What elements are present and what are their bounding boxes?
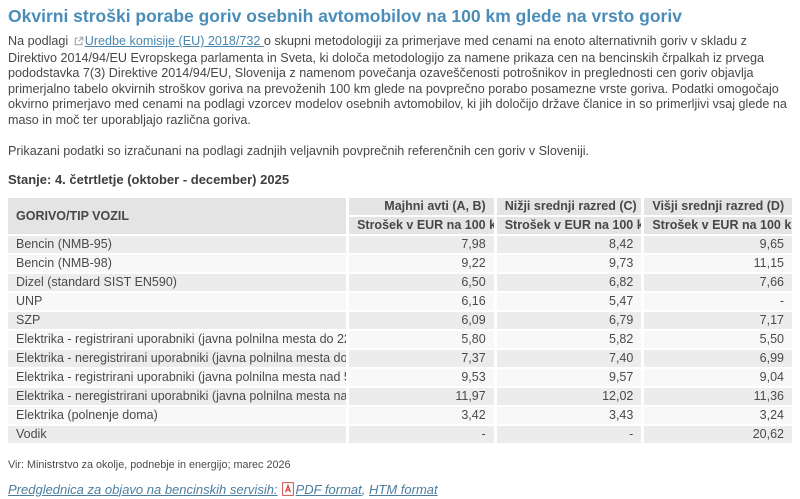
cost-value: 9,04 <box>644 368 792 388</box>
fuel-label: Elektrika - registrirani uporabniki (jav… <box>8 330 350 350</box>
fuel-cost-table: GORIVO/TIP VOZIL Majhni avti (A, B) Nižj… <box>8 197 792 445</box>
column-group-upper-middle: Višji srednji razred (D) <box>644 197 792 217</box>
column-group-lower-middle: Nižji srednji razred (C) <box>496 197 645 217</box>
fuel-label: UNP <box>8 292 350 312</box>
cost-value: 9,53 <box>349 368 497 388</box>
cost-value: 6,79 <box>496 311 645 331</box>
cost-value: 5,80 <box>349 330 497 350</box>
table-corner-header: GORIVO/TIP VOZIL <box>8 197 350 236</box>
cost-value: 3,42 <box>349 406 497 426</box>
regulation-link[interactable]: Uredbe komisije (EU) 2018/732 <box>84 34 264 48</box>
table-row: Bencin (NMB-95) 7,98 8,42 9,65 <box>8 235 792 255</box>
fuel-label: Dizel (standard SIST EN590) <box>8 273 350 293</box>
table-row: Elektrika - registrirani uporabniki (jav… <box>8 368 792 388</box>
cost-value: 9,65 <box>644 235 792 255</box>
cost-value: 7,66 <box>644 273 792 293</box>
cost-value: 9,22 <box>349 254 497 274</box>
status-line: Stanje: 4. četrtletje (oktober - decembe… <box>8 171 290 187</box>
data-source-note: Vir: Ministrstvo za okolje, podnebje in … <box>8 458 291 471</box>
cost-value: 7,40 <box>496 349 645 369</box>
external-link-icon <box>74 35 84 51</box>
cost-value: 20,62 <box>644 425 792 445</box>
fuel-label: Elektrika - neregistrirani uporabniki (j… <box>8 349 350 369</box>
cost-value: 3,43 <box>496 406 645 426</box>
reference-note: Prikazani podatki so izračunani na podla… <box>8 143 590 158</box>
pdf-file-icon <box>281 481 294 499</box>
fuel-label: Elektrika - neregistrirani uporabniki (j… <box>8 387 350 407</box>
cost-value: 6,16 <box>349 292 497 312</box>
cost-value: 8,42 <box>496 235 645 255</box>
fuel-label: Elektrika - registrirani uporabniki (jav… <box>8 368 350 388</box>
table-row: UNP 6,16 5,47 - <box>8 292 792 312</box>
table-row: Vodik - - 20,62 <box>8 425 792 445</box>
downloads-line: Predglednica za objavo na bencinskih ser… <box>8 482 792 499</box>
cost-value: - <box>644 292 792 312</box>
fuel-label: Bencin (NMB-95) <box>8 235 350 255</box>
cost-value: - <box>349 425 497 445</box>
cost-value: 5,50 <box>644 330 792 350</box>
column-subheader-lower-middle: Strošek v EUR na 100 km <box>496 216 645 236</box>
cost-value: 6,09 <box>349 311 497 331</box>
htm-format-link[interactable]: HTM format <box>369 481 438 497</box>
fuel-label: SZP <box>8 311 350 331</box>
column-subheader-small-cars: Strošek v EUR na 100 km <box>349 216 497 236</box>
table-header: GORIVO/TIP VOZIL Majhni avti (A, B) Nižj… <box>8 197 792 236</box>
page-title: Okvirni stroški porabe goriv osebnih avt… <box>8 6 682 26</box>
cost-value: 5,47 <box>496 292 645 312</box>
pdf-format-link[interactable]: PDF format <box>295 481 362 497</box>
cost-value: 11,97 <box>349 387 497 407</box>
fuel-label: Elektrika (polnenje doma) <box>8 406 350 426</box>
cost-value: 11,15 <box>644 254 792 274</box>
table-row: Elektrika - registrirani uporabniki (jav… <box>8 330 792 350</box>
fuel-label: Vodik <box>8 425 350 445</box>
cost-value: 12,02 <box>496 387 645 407</box>
cost-value: 9,73 <box>496 254 645 274</box>
cost-value: 9,57 <box>496 368 645 388</box>
cost-value: 5,82 <box>496 330 645 350</box>
table-row: Elektrika - neregistrirani uporabniki (j… <box>8 387 792 407</box>
cost-value: 6,82 <box>496 273 645 293</box>
table-row: Bencin (NMB-98) 9,22 9,73 11,15 <box>8 254 792 274</box>
table-row: SZP 6,09 6,79 7,17 <box>8 311 792 331</box>
cost-value: 6,99 <box>644 349 792 369</box>
cost-value: - <box>496 425 645 445</box>
downloads-separator: , <box>361 481 366 497</box>
table-row: Elektrika - neregistrirani uporabniki (j… <box>8 349 792 369</box>
cost-value: 3,24 <box>644 406 792 426</box>
downloads-label: Predglednica za objavo na bencinskih ser… <box>8 481 278 497</box>
intro-paragraph: Na podlagi Uredbe komisije (EU) 2018/732… <box>8 34 792 129</box>
cost-value: 7,37 <box>349 349 497 369</box>
intro-text-before-link: Na podlagi <box>8 34 72 48</box>
cost-value: 7,98 <box>349 235 497 255</box>
intro-text-after-link: o skupni metodologiji za primerjave med … <box>8 34 787 127</box>
cost-value: 7,17 <box>644 311 792 331</box>
table-row: Dizel (standard SIST EN590) 6,50 6,82 7,… <box>8 273 792 293</box>
column-group-small-cars: Majhni avti (A, B) <box>349 197 497 217</box>
cost-value: 11,36 <box>644 387 792 407</box>
table-body: Bencin (NMB-95) 7,98 8,42 9,65 Bencin (N… <box>8 235 792 445</box>
table-row: Elektrika (polnenje doma) 3,42 3,43 3,24 <box>8 406 792 426</box>
cost-value: 6,50 <box>349 273 497 293</box>
fuel-label: Bencin (NMB-98) <box>8 254 350 274</box>
column-subheader-upper-middle: Strošek v EUR na 100 km <box>644 216 792 236</box>
